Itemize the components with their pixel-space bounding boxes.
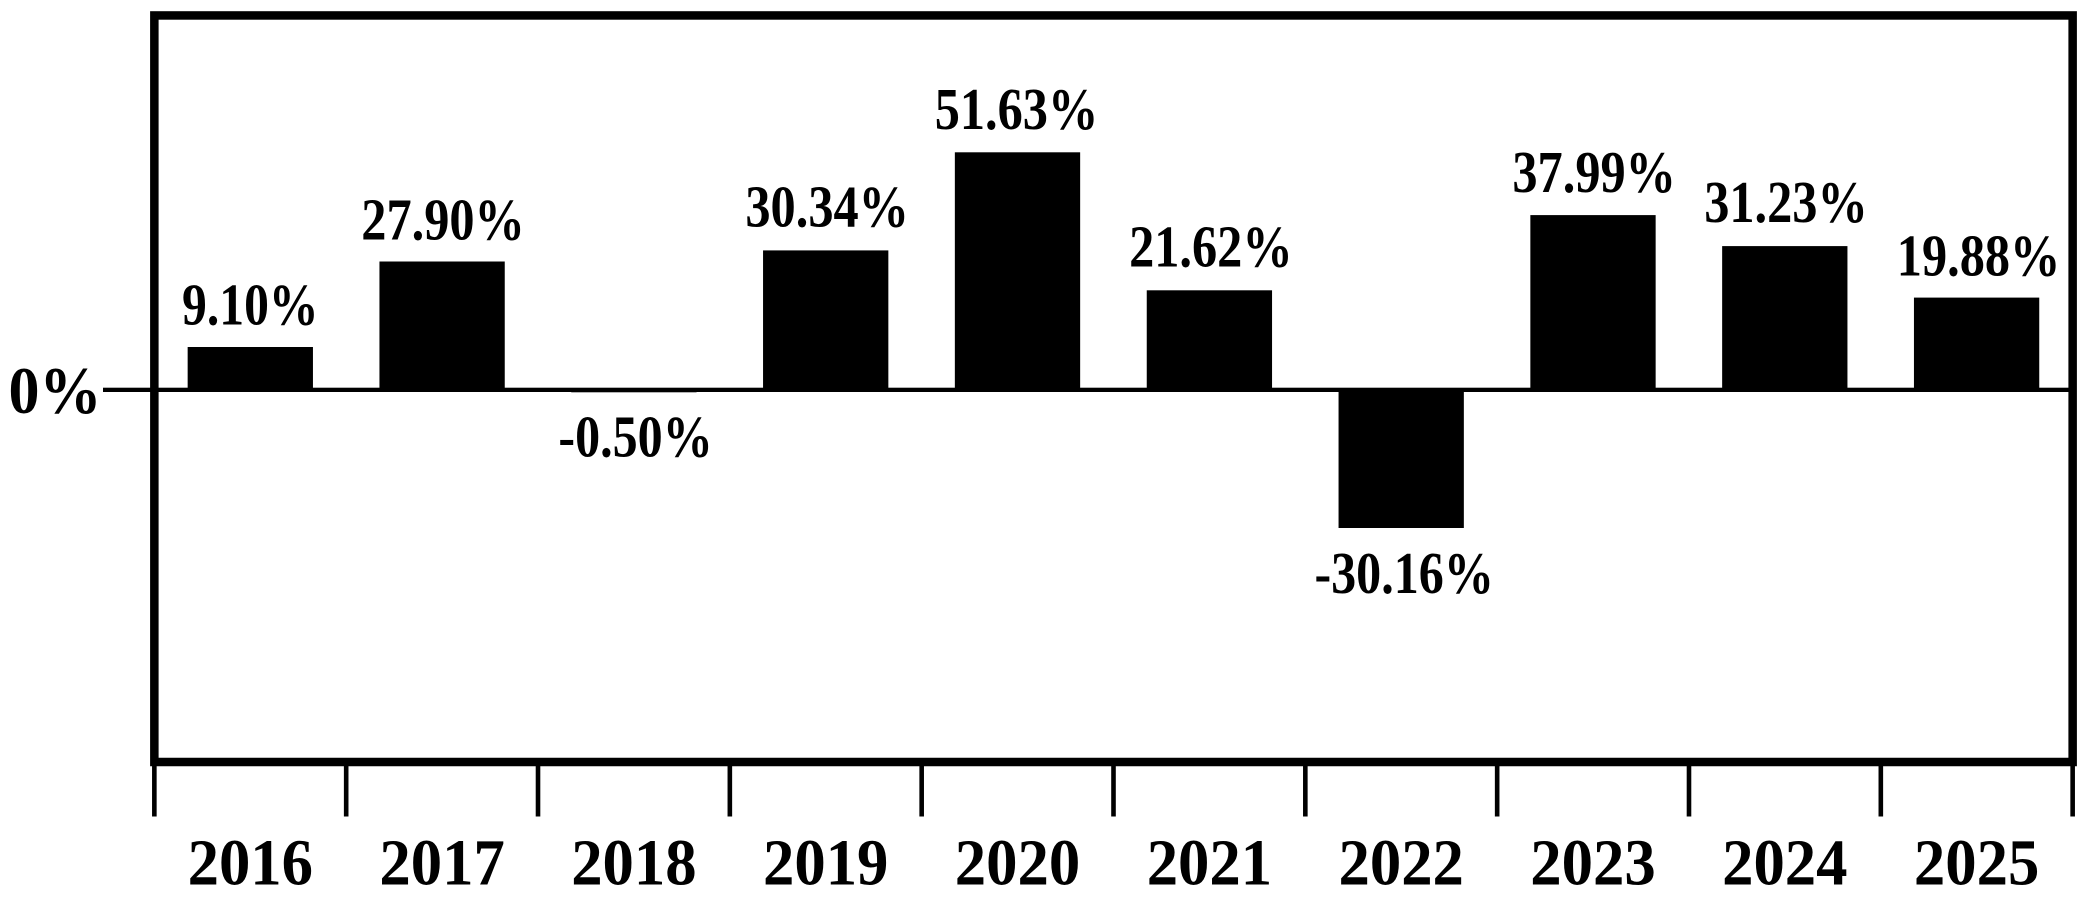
svg-text:27.90%: 27.90% [361,187,525,253]
svg-text:-30.16%: -30.16% [1314,540,1494,606]
svg-text:2024: 2024 [1722,827,1847,900]
svg-text:2017: 2017 [379,827,504,900]
svg-text:30.34%: 30.34% [745,174,909,240]
svg-text:51.63%: 51.63% [935,76,1099,142]
svg-text:2018: 2018 [571,827,696,900]
svg-text:21.62%: 21.62% [1129,214,1293,280]
svg-text:2021: 2021 [1147,827,1272,900]
svg-text:2020: 2020 [955,827,1080,900]
svg-text:-0.50%: -0.50% [558,403,712,469]
svg-text:9.10%: 9.10% [182,272,319,338]
svg-text:2019: 2019 [763,827,888,900]
svg-text:2025: 2025 [1914,827,2039,900]
svg-text:37.99%: 37.99% [1512,139,1676,205]
svg-text:2023: 2023 [1530,827,1655,900]
svg-text:0%: 0% [9,354,102,428]
svg-text:2022: 2022 [1339,827,1464,900]
svg-text:19.88%: 19.88% [1897,222,2061,288]
svg-text:2016: 2016 [188,827,313,900]
svg-text:31.23%: 31.23% [1704,169,1868,235]
